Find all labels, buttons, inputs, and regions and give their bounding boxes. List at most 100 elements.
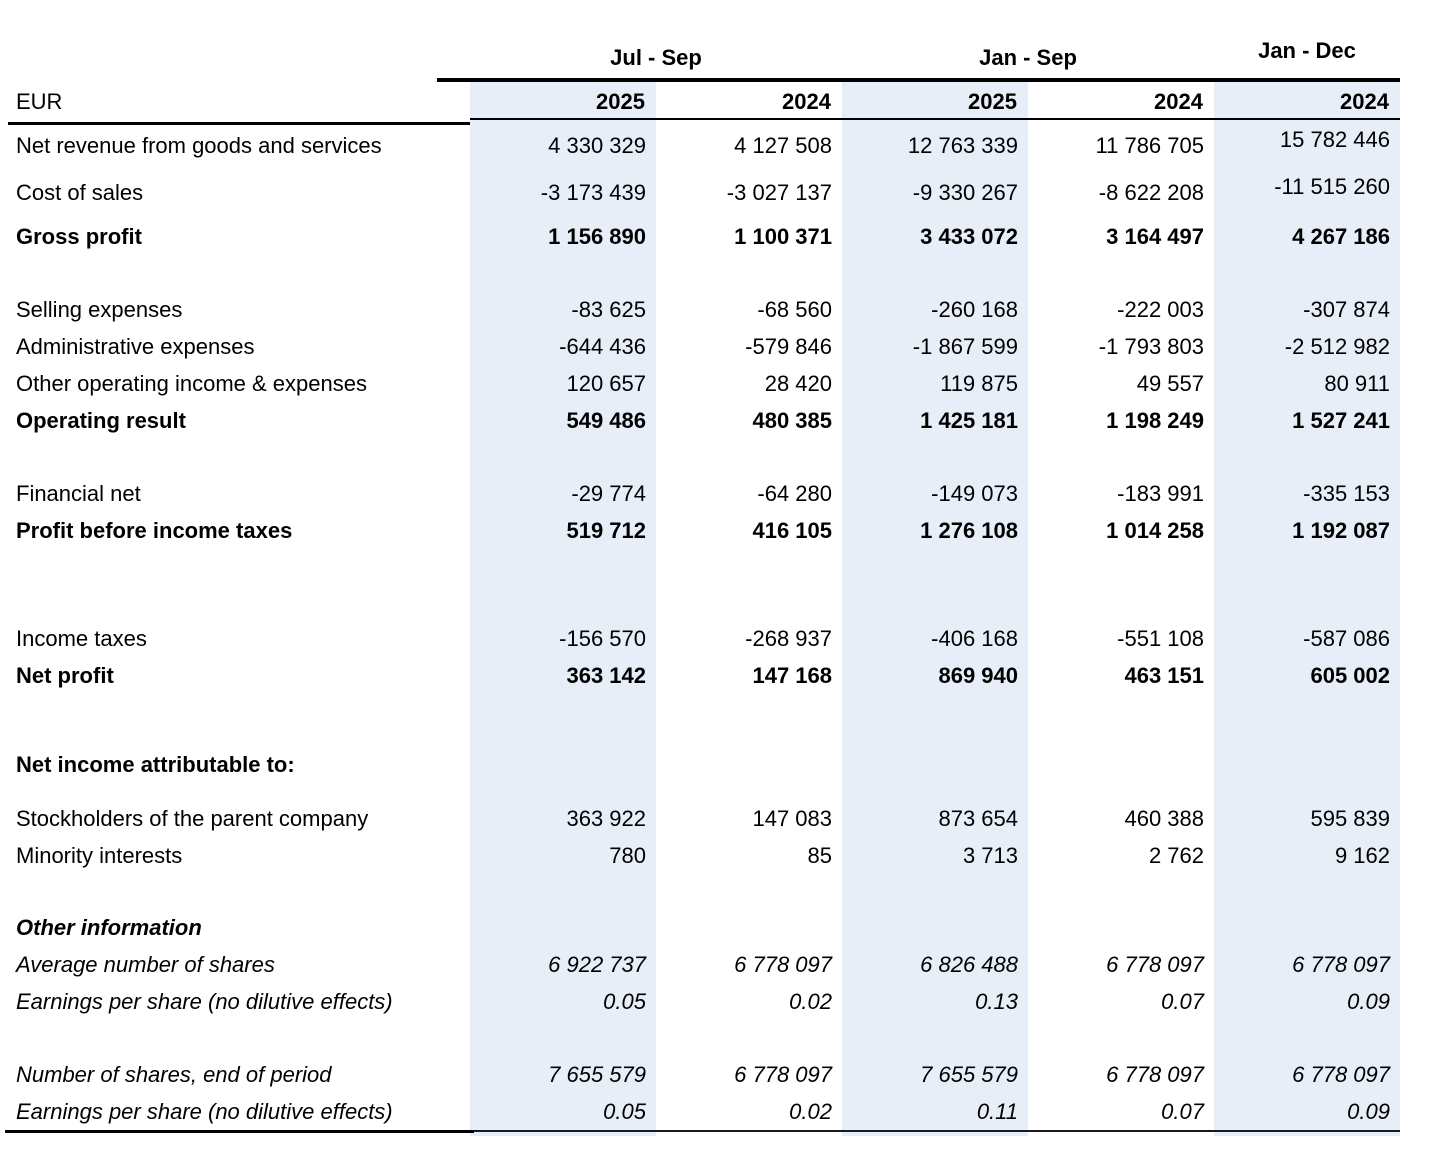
table-body: Net revenue from goods and services 4 330… <box>8 122 1400 1130</box>
value-cell: 3 164 497 <box>1106 224 1204 249</box>
value-cell: -579 846 <box>745 333 832 359</box>
value-cell: 6 778 097 <box>1106 1061 1204 1087</box>
year-header-jan-dec-2024: 2024 <box>1214 82 1400 122</box>
table-row: Gross profit 1 156 890 1 100 371 3 433 072 3… <box>8 216 1400 258</box>
income-statement-table: Jul - Sep Jan - Sep Jan - Dec EUR 2025 2… <box>5 34 1400 1144</box>
table-row: Income taxes -156 570 -268 937 -406 168 -551… <box>8 620 1400 657</box>
value-cell: 6 778 097 <box>1292 1061 1390 1087</box>
year-header-underline <box>470 118 1400 120</box>
table-row: Number of shares, end of period 7 655 579… <box>8 1056 1400 1093</box>
column-group-jan-sep: Jan - Sep <box>979 45 1077 70</box>
table-row: Earnings per share (no dilutive effects)… <box>8 983 1400 1020</box>
value-cell: 0.07 <box>1161 988 1204 1014</box>
year-header-jul-sep-2025: 2025 <box>470 82 656 122</box>
blank-row <box>8 439 1400 475</box>
table-row: Net profit 363 142 147 168 869 940 463 151 60… <box>8 657 1400 694</box>
value-cell: 363 922 <box>566 805 646 831</box>
period-group-header-row: Jul - Sep Jan - Sep Jan - Dec <box>8 34 1400 82</box>
value-cell: 873 654 <box>938 805 1018 831</box>
row-label: Number of shares, end of period <box>16 1061 332 1087</box>
value-cell: 595 839 <box>1310 805 1390 831</box>
row-label: Average number of shares <box>16 951 275 977</box>
table-row: Administrative expenses -644 436 -579 846 -… <box>8 328 1400 365</box>
highlight-band-jul-sep-2025 <box>470 82 656 1136</box>
row-label: Net income attributable to: <box>16 751 295 777</box>
value-cell: -183 991 <box>1117 480 1204 506</box>
value-cell: 6 778 097 <box>734 951 832 977</box>
value-cell: 7 655 579 <box>920 1061 1018 1087</box>
value-cell: 4 330 329 <box>548 132 646 158</box>
value-cell <box>842 909 1028 946</box>
value-cell: -64 280 <box>757 480 832 506</box>
value-cell: 1 527 241 <box>1292 407 1390 433</box>
value-cell: 12 763 339 <box>907 132 1018 158</box>
row-label: Minority interests <box>16 842 183 868</box>
value-cell: -83 625 <box>571 296 646 322</box>
value-cell: 6 778 097 <box>734 1061 832 1087</box>
table-row: Other operating income & expenses 120 657… <box>8 365 1400 402</box>
blank-row <box>8 783 1400 800</box>
value-cell: -149 073 <box>931 480 1018 506</box>
row-label: Stockholders of the parent company <box>16 805 369 831</box>
value-cell: 120 657 <box>566 370 646 396</box>
value-cell: 0.07 <box>1161 1098 1204 1124</box>
value-cell: -9 330 267 <box>912 179 1018 205</box>
value-cell: -3 173 439 <box>540 179 646 205</box>
value-cell: 119 875 <box>940 370 1018 396</box>
row-label: Net revenue from goods and services <box>16 132 382 158</box>
value-cell: 519 712 <box>566 517 646 543</box>
highlight-band-jan-sep-2025 <box>842 82 1028 1136</box>
value-cell: 1 276 108 <box>920 517 1018 543</box>
value-cell: 11 786 705 <box>1095 132 1204 158</box>
value-cell: 1 425 181 <box>920 407 1018 433</box>
value-cell <box>656 746 842 783</box>
year-header-jan-sep-2025: 2025 <box>842 82 1028 122</box>
value-cell: 1 192 087 <box>1292 517 1390 543</box>
value-cell: 460 388 <box>1124 805 1204 831</box>
table-bottom-rule-labels <box>5 1130 474 1133</box>
value-cell <box>656 909 842 946</box>
row-label: Financial net <box>16 480 141 506</box>
value-cell: -307 874 <box>1303 296 1390 322</box>
value-cell: -1 793 803 <box>1098 333 1204 359</box>
table-row: Financial net -29 774 -64 280 -149 073 -183 … <box>8 475 1400 512</box>
value-cell: -551 108 <box>1117 625 1204 651</box>
table-bottom-rule-values <box>474 1130 1400 1132</box>
unit-label-underline <box>8 122 470 125</box>
row-label: Other operating income & expenses <box>16 370 367 396</box>
row-label: Income taxes <box>16 625 147 651</box>
value-cell: 3 433 072 <box>920 224 1018 249</box>
value-cell: 28 420 <box>764 370 832 396</box>
value-cell <box>1028 909 1214 946</box>
value-cell: 0.09 <box>1347 988 1390 1014</box>
value-cell: 605 002 <box>1310 662 1390 688</box>
year-header-row: EUR 2025 2024 2025 2024 2024 <box>8 82 1400 122</box>
year-header-jan-sep-2024: 2024 <box>1154 89 1203 114</box>
blank-row <box>8 549 1400 620</box>
value-cell: 1 014 258 <box>1106 517 1204 543</box>
value-cell: 480 385 <box>752 407 832 433</box>
value-cell: -3 027 137 <box>726 179 832 205</box>
value-cell: 1 198 249 <box>1106 407 1204 433</box>
table-row: Net income attributable to: <box>8 746 1400 783</box>
table-row: Minority interests 780 85 3 713 2 762 9 162 <box>8 837 1400 874</box>
row-label: Other information <box>16 914 202 940</box>
value-cell: 49 557 <box>1136 370 1204 396</box>
value-cell: 147 083 <box>752 805 832 831</box>
value-cell: 0.05 <box>603 988 646 1014</box>
value-cell: -222 003 <box>1117 296 1204 322</box>
column-group-jul-sep: Jul - Sep <box>610 45 702 70</box>
table-row: Selling expenses -83 625 -68 560 -260 168 -2… <box>8 291 1400 328</box>
value-cell: 780 <box>609 842 646 868</box>
value-cell: 6 922 737 <box>548 951 646 977</box>
value-cell: -406 168 <box>931 625 1018 651</box>
value-cell <box>842 746 1028 783</box>
value-cell: 549 486 <box>566 407 646 433</box>
value-cell: 4 127 508 <box>734 132 832 158</box>
highlight-band-jan-dec-2024 <box>1214 82 1400 1136</box>
row-label: Selling expenses <box>16 296 183 322</box>
row-label: Earnings per share (no dilutive effects) <box>16 988 393 1014</box>
value-cell: -260 168 <box>931 296 1018 322</box>
value-cell: 15 782 446 <box>1279 126 1390 152</box>
value-cell: 6 778 097 <box>1106 951 1204 977</box>
